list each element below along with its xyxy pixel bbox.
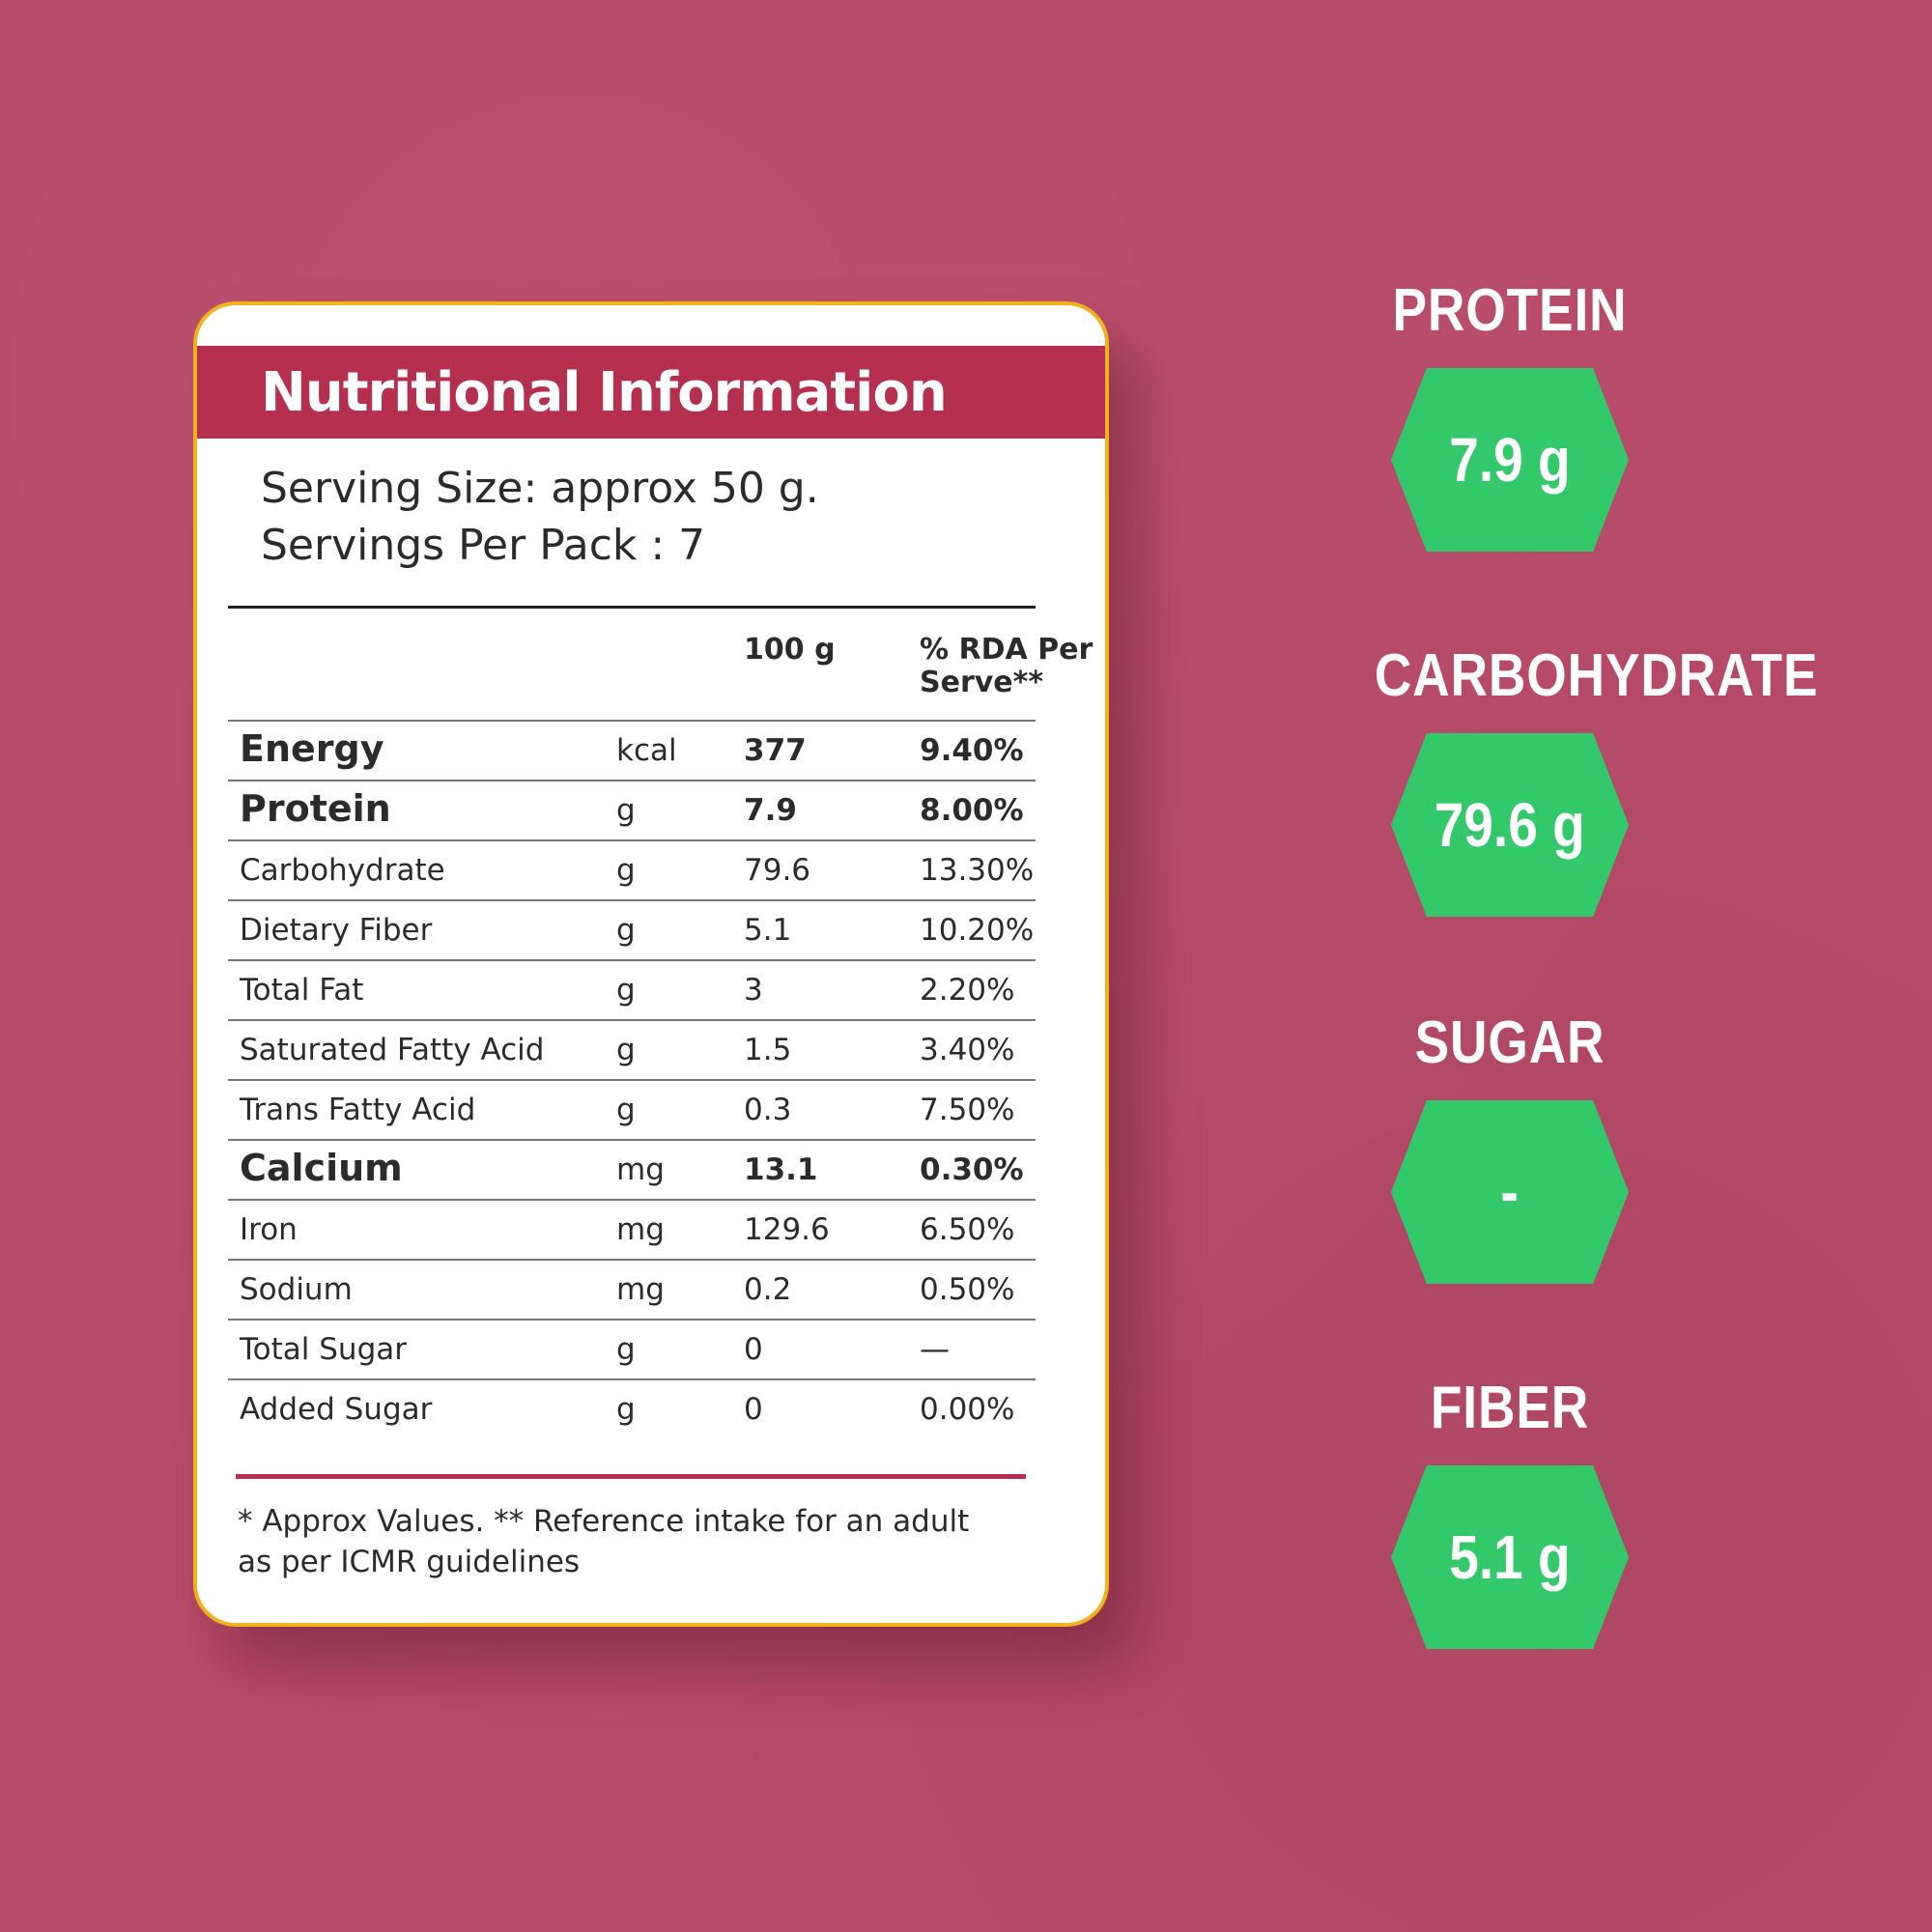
divider-top <box>228 606 1036 609</box>
highlight-fiber: FIBER 5.1 g <box>1352 1374 1667 1649</box>
nutrient-value: 0.2 <box>744 1272 792 1307</box>
nutrient-rda: 10.20% <box>920 913 1035 948</box>
nutrient-value: 129.6 <box>744 1212 830 1247</box>
nutrition-card: Nutritional Information Serving Size: ap… <box>193 301 1109 1627</box>
nutrient-name: Energy <box>240 727 384 770</box>
column-header-100g: 100 g <box>744 633 836 667</box>
nutrient-value: 0 <box>744 1392 763 1427</box>
nutrient-unit: mg <box>616 1272 665 1307</box>
table-row: Calcium mg 13.1 0.30% <box>228 1139 1036 1199</box>
table-row: Iron mg 129.6 6.50% <box>228 1199 1036 1259</box>
nutrient-name: Trans Fatty Acid <box>240 1093 476 1127</box>
nutrient-rda: 3.40% <box>920 1033 1015 1067</box>
serving-info: Serving Size: approx 50 g. Servings Per … <box>261 460 819 574</box>
table-row: Sodium mg 0.2 0.50% <box>228 1259 1036 1319</box>
nutrient-name: Sodium <box>240 1272 353 1307</box>
highlight-protein: PROTEIN 7.9 g <box>1352 276 1667 552</box>
nutrient-name: Calcium <box>240 1147 403 1189</box>
card-header: Nutritional Information <box>197 346 1105 439</box>
card-title: Nutritional Information <box>261 361 948 424</box>
nutrient-unit: g <box>616 913 636 948</box>
nutrient-value: 13.1 <box>744 1152 818 1187</box>
nutrient-name: Iron <box>240 1212 298 1247</box>
badge-hexagon: 7.9 g <box>1391 368 1629 552</box>
nutrient-name: Carbohydrate <box>240 853 445 888</box>
nutrient-rda: 0.00% <box>920 1392 1015 1427</box>
badge-hexagon: 5.1 g <box>1391 1465 1629 1649</box>
column-header-rda: % RDA Per Serve** <box>920 633 1094 699</box>
table-row: Saturated Fatty Acid g 1.5 3.40% <box>228 1019 1036 1079</box>
nutrient-rda: 0.50% <box>920 1272 1015 1307</box>
nutrient-value: 3 <box>744 973 763 1008</box>
nutrient-value: 0.3 <box>744 1093 792 1127</box>
nutrient-name: Total Sugar <box>240 1332 407 1367</box>
serving-size: Serving Size: approx 50 g. <box>261 464 819 513</box>
table-row: Added Sugar g 0 0.00% <box>228 1378 1036 1438</box>
nutrient-unit: g <box>616 1332 636 1367</box>
nutrient-unit: mg <box>616 1212 665 1247</box>
nutrient-rda: 9.40% <box>920 733 1024 768</box>
highlight-value: 79.6 g <box>1434 790 1586 860</box>
nutrient-unit: g <box>616 853 636 888</box>
nutrient-rda: 2.20% <box>920 973 1015 1008</box>
table-row: Dietary Fiber g 5.1 10.20% <box>228 899 1036 959</box>
highlight-value: 5.1 g <box>1449 1522 1571 1592</box>
nutrient-unit: kcal <box>616 733 677 768</box>
nutrient-rda: 13.30% <box>920 853 1035 888</box>
nutrient-rda: 6.50% <box>920 1212 1015 1247</box>
highlight-label: CARBOHYDRATE <box>1374 642 1819 709</box>
nutrition-table: Energy kcal 377 9.40% Protein g 7.9 8.00… <box>228 720 1036 1438</box>
table-row: Total Sugar g 0 — <box>228 1319 1036 1378</box>
table-row: Protein g 7.9 8.00% <box>228 780 1036 839</box>
table-row: Carbohydrate g 79.6 13.30% <box>228 839 1036 899</box>
nutrient-rda: 7.50% <box>920 1093 1015 1127</box>
nutrient-value: 5.1 <box>744 913 792 948</box>
nutrient-rda: 8.00% <box>920 793 1024 828</box>
footnote: * Approx Values. ** Reference intake for… <box>238 1504 970 1579</box>
highlight-value: 7.9 g <box>1449 425 1571 495</box>
table-row: Energy kcal 377 9.40% <box>228 720 1036 780</box>
nutrient-value: 79.6 <box>744 853 811 888</box>
highlight-carbohydrate: CARBOHYDRATE 79.6 g <box>1352 641 1819 917</box>
nutrient-unit: g <box>616 973 636 1008</box>
nutrient-name: Total Fat <box>240 973 364 1008</box>
nutrient-value: 0 <box>744 1332 763 1367</box>
nutrient-unit: g <box>616 1033 636 1067</box>
table-row: Total Fat g 3 2.20% <box>228 959 1036 1019</box>
nutrient-value: 377 <box>744 733 807 768</box>
highlight-value: - <box>1500 1157 1520 1227</box>
nutrient-value: 7.9 <box>744 793 797 828</box>
nutrient-rda: 0.30% <box>920 1152 1024 1187</box>
divider-bottom <box>236 1474 1026 1479</box>
badge-hexagon: 79.6 g <box>1391 733 1629 917</box>
nutrient-unit: g <box>616 1093 636 1127</box>
nutrient-name: Added Sugar <box>240 1392 433 1427</box>
servings-per-pack: Servings Per Pack : 7 <box>261 521 706 570</box>
nutrient-name: Saturated Fatty Acid <box>240 1033 545 1067</box>
nutrient-name: Protein <box>240 787 391 830</box>
highlight-label: FIBER <box>1430 1375 1590 1441</box>
badge-hexagon: - <box>1391 1100 1629 1284</box>
nutrient-name: Dietary Fiber <box>240 913 433 948</box>
nutrient-unit: g <box>616 1392 636 1427</box>
nutrient-rda: — <box>920 1332 950 1367</box>
nutrient-unit: mg <box>616 1152 665 1187</box>
highlight-label: PROTEIN <box>1392 277 1628 344</box>
highlight-label: SUGAR <box>1414 1009 1605 1076</box>
table-row: Trans Fatty Acid g 0.3 7.50% <box>228 1079 1036 1139</box>
nutrient-unit: g <box>616 793 636 828</box>
nutrient-value: 1.5 <box>744 1033 792 1067</box>
highlight-sugar: SUGAR - <box>1352 1009 1667 1284</box>
